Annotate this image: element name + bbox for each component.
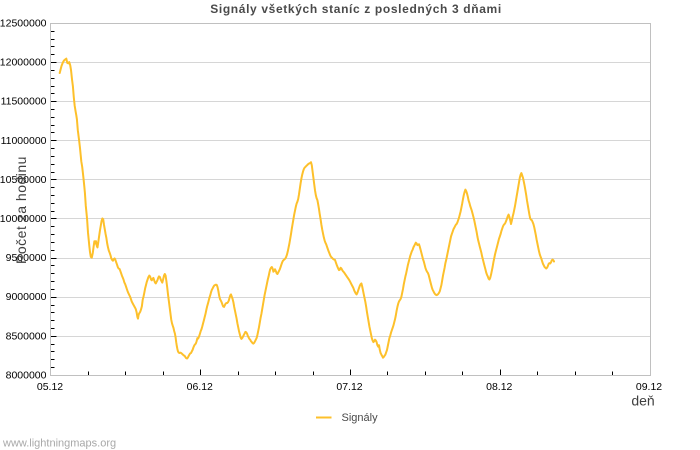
svg-text:9500000: 9500000: [6, 252, 47, 264]
svg-text:8000000: 8000000: [6, 369, 47, 381]
svg-text:Počet za hodinu: Počet za hodinu: [13, 156, 29, 264]
svg-text:10500000: 10500000: [0, 174, 47, 186]
svg-text:deň: deň: [631, 393, 654, 409]
svg-text:www.lightningmaps.org: www.lightningmaps.org: [2, 438, 116, 450]
svg-text:10000000: 10000000: [0, 213, 47, 225]
svg-text:12500000: 12500000: [0, 18, 47, 30]
svg-text:09.12: 09.12: [636, 381, 662, 393]
svg-text:05.12: 05.12: [37, 381, 63, 393]
svg-text:06.12: 06.12: [187, 381, 213, 393]
svg-text:12000000: 12000000: [0, 57, 47, 69]
svg-text:11000000: 11000000: [1, 135, 47, 147]
svg-text:8500000: 8500000: [6, 330, 47, 342]
svg-text:07.12: 07.12: [336, 381, 362, 393]
svg-text:08.12: 08.12: [486, 381, 512, 393]
svg-text:Signály všetkých staníc z posl: Signály všetkých staníc z posledných 3 d…: [210, 2, 502, 16]
svg-text:Signály: Signály: [342, 412, 379, 424]
svg-text:9000000: 9000000: [6, 291, 47, 303]
svg-text:11500000: 11500000: [1, 96, 47, 108]
